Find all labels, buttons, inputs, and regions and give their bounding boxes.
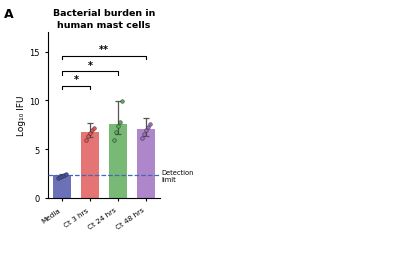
Text: **: **	[99, 45, 109, 55]
Point	[83, 139, 90, 143]
Point	[87, 131, 93, 135]
Point	[85, 135, 91, 139]
Point	[55, 176, 62, 180]
Point	[118, 100, 125, 104]
Text: A: A	[4, 8, 14, 21]
Point	[117, 120, 123, 124]
Bar	[137, 129, 155, 198]
Point	[61, 173, 67, 177]
Point	[59, 174, 65, 178]
Y-axis label: Log₁₀ IFU: Log₁₀ IFU	[17, 96, 26, 136]
Bar	[53, 176, 71, 198]
Point	[115, 124, 121, 128]
Point	[143, 128, 149, 132]
Point	[89, 128, 95, 132]
Bar	[109, 124, 127, 198]
Title: Bacterial burden in
human mast cells: Bacterial burden in human mast cells	[53, 9, 155, 29]
Point	[62, 172, 69, 176]
Point	[57, 175, 63, 179]
Point	[146, 122, 153, 126]
Point	[111, 139, 118, 143]
Text: Detection
limit: Detection limit	[161, 169, 194, 182]
Point	[90, 126, 97, 130]
Point	[139, 137, 146, 141]
Text: *: *	[74, 75, 78, 85]
Point	[145, 125, 151, 129]
Point	[141, 132, 147, 136]
Text: *: *	[88, 60, 92, 70]
Bar	[81, 132, 99, 198]
Point	[113, 130, 119, 134]
